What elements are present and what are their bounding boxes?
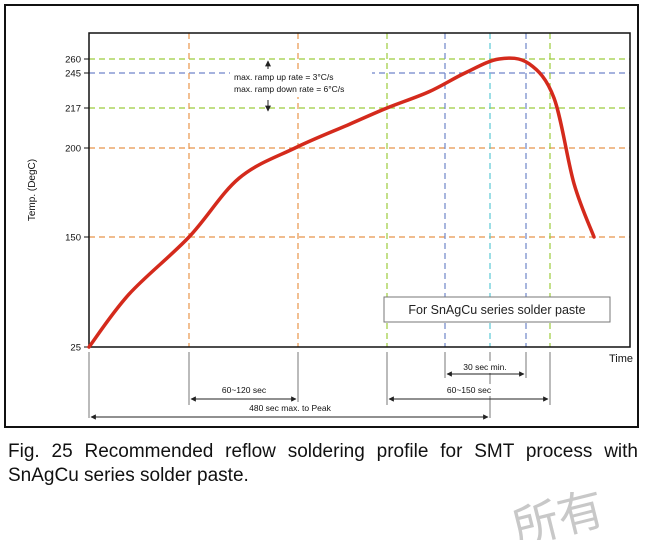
ramp-down-text: max. ramp down rate = 6°C/s — [234, 84, 344, 94]
ramp-up-text: max. ramp up rate = 3°C/s — [234, 72, 334, 82]
dim-label-30sec: 30 sec min. — [463, 362, 506, 372]
y-axis-label: Temp. (DegC) — [27, 159, 38, 221]
figure-frame — [4, 4, 639, 428]
watermark-text: 所有 — [507, 481, 609, 540]
reflow-temperature-curve — [87, 56, 596, 349]
plot-area — [88, 32, 631, 348]
y-tick-label: 217 — [65, 104, 81, 115]
paste-type-text: For SnAgCu series solder paste — [408, 303, 585, 317]
dim-label-60-150: 60~150 sec — [447, 385, 492, 395]
reflow-profile-chart: 25 150 200 217 245 260 Temp. (DegC) Time max.… — [27, 32, 633, 420]
ramp-rate-box — [230, 69, 372, 97]
dim-label-60-120: 60~120 sec — [222, 385, 267, 395]
dim-label-480: 480 sec max. to Peak — [249, 403, 331, 413]
figure-caption: Fig. 25 Recommended reflow soldering pro… — [8, 441, 638, 486]
x-axis-label: Time — [609, 353, 633, 365]
y-tick-label: 245 — [65, 69, 81, 80]
timing-markers — [88, 352, 551, 418]
paste-type-box — [383, 296, 611, 323]
y-tick-label: 25 — [70, 343, 81, 354]
y-tick-label: 200 — [65, 144, 81, 155]
y-tick-label: 150 — [65, 233, 81, 244]
y-tick-label: 260 — [65, 55, 81, 66]
watermark: 所有 — [493, 470, 643, 540]
